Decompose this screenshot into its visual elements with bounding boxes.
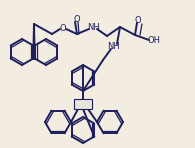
Text: O: O xyxy=(135,16,141,25)
Text: OH: OH xyxy=(147,36,160,45)
Text: NH: NH xyxy=(107,41,119,50)
Text: Apc: Apc xyxy=(76,101,90,107)
Text: O: O xyxy=(60,24,66,33)
Bar xyxy=(74,99,92,109)
Text: NH: NH xyxy=(87,22,99,32)
Text: O: O xyxy=(74,15,80,24)
